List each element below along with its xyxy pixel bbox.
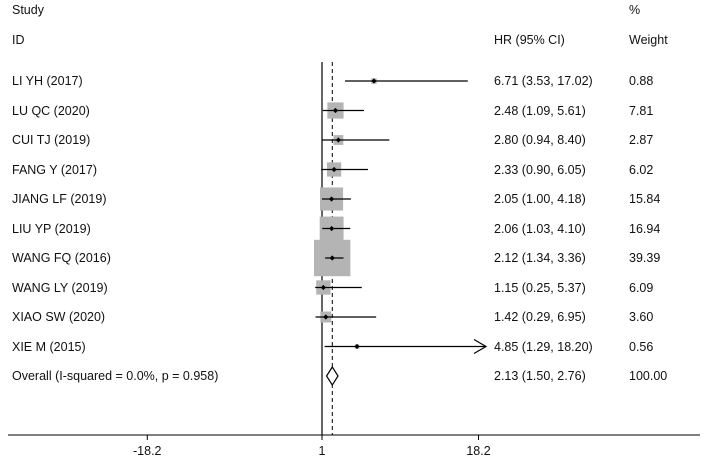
overall-diamond [325, 365, 339, 387]
point-estimate [329, 225, 335, 232]
study-weight: 3.60 [629, 310, 654, 324]
study-hr-ci: 2.06 (1.03, 4.10) [494, 221, 586, 236]
point-estimate [331, 166, 337, 173]
study-hr-ci: 6.71 (3.53, 17.02) [494, 74, 593, 88]
study-header: Study [12, 3, 44, 17]
x-tick-label: 18.2 [466, 444, 491, 458]
study-name: LU QC (2020) [12, 103, 90, 118]
study-hr-ci: 2.48 (1.09, 5.61) [494, 103, 586, 118]
weight-header: Weight [629, 33, 668, 47]
point-estimate [332, 107, 339, 114]
study-weight: 6.09 [629, 280, 654, 295]
study-weight: 7.81 [629, 103, 654, 118]
overall-hr-ci: 2.13 (1.50, 2.76) [494, 369, 586, 383]
point-estimate [329, 255, 335, 261]
hr-ci-header: HR (95% CI) [494, 33, 565, 47]
study-name: FANG Y (2017) [12, 162, 97, 177]
study-name: JIANG LF (2019) [12, 192, 107, 206]
study-name: CUI TJ (2019) [12, 133, 91, 147]
ci-arrow [473, 338, 488, 355]
study-weight: 15.84 [629, 192, 661, 206]
overall-weight: 100.00 [629, 369, 668, 383]
overall-label: Overall (I-squared = 0.0%, p = 0.958) [12, 369, 219, 383]
study-hr-ci: 2.33 (0.90, 6.05) [494, 162, 586, 177]
x-tick-label: 1 [318, 444, 326, 458]
study-name: LI YH (2017) [12, 74, 83, 88]
point-estimate [335, 137, 341, 143]
study-weight: 39.39 [629, 251, 661, 265]
study-weight: 0.88 [629, 74, 654, 88]
study-name: WANG FQ (2016) [12, 251, 111, 265]
x-tick-label: -18.2 [133, 444, 162, 458]
study-name: XIE M (2015) [12, 339, 86, 354]
point-estimate [323, 314, 329, 320]
study-name: XIAO SW (2020) [12, 310, 106, 324]
point-estimate [354, 343, 360, 350]
study-name: WANG LY (2019) [12, 280, 108, 295]
study-hr-ci: 1.15 (0.25, 5.37) [494, 280, 586, 295]
study-weight: 0.56 [629, 339, 654, 354]
point-estimate [320, 284, 326, 291]
study-hr-ci: 2.80 (0.94, 8.40) [494, 133, 586, 147]
percent-header: % [629, 3, 641, 17]
study-hr-ci: 2.05 (1.00, 4.18) [494, 192, 586, 206]
point-estimate [371, 78, 377, 84]
study-weight: 16.94 [629, 221, 661, 236]
study-name: LIU YP (2019) [12, 221, 91, 236]
id-header: ID [12, 33, 25, 47]
study-hr-ci: 2.12 (1.34, 3.36) [494, 251, 586, 265]
study-weight: 2.87 [629, 133, 654, 147]
study-hr-ci: 4.85 (1.29, 18.20) [494, 339, 593, 354]
point-estimate [328, 196, 335, 202]
study-weight: 6.02 [629, 162, 654, 177]
study-hr-ci: 1.42 (0.29, 6.95) [494, 310, 586, 324]
